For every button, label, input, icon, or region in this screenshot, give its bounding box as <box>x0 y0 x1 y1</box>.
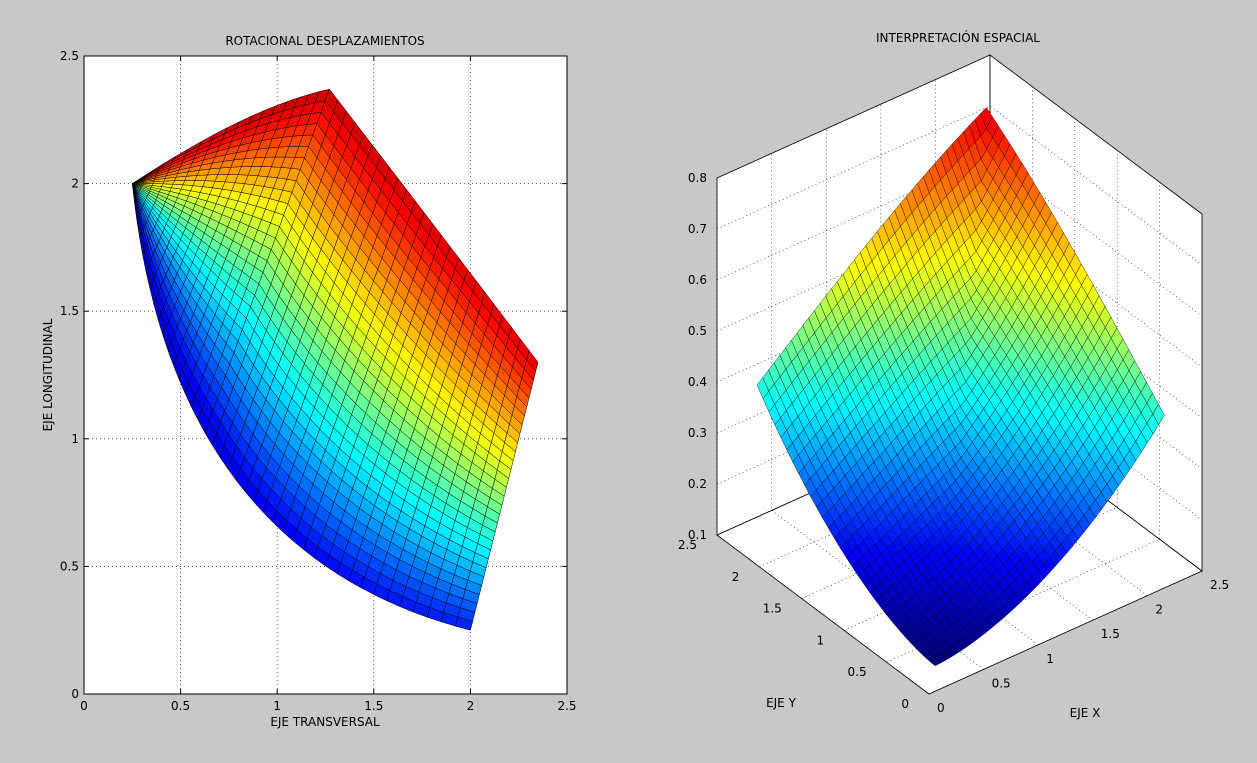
right-ztick-label: 0.4 <box>688 375 707 389</box>
right-ztick-label: 0.3 <box>688 426 707 440</box>
right-ztick-labels: 0.1 0.2 0.3 0.4 0.5 0.6 0.7 0.8 <box>688 171 707 542</box>
left-xtick-labels: 0 0.5 1 1.5 2 2.5 <box>80 699 576 713</box>
left-ylabel: EJE LONGITUDINAL <box>41 318 55 431</box>
left-mesh-cell <box>526 350 539 372</box>
left-ytick-label: 1.5 <box>60 304 79 318</box>
left-tick-marks <box>83 55 568 695</box>
left-ytick-label: 1 <box>71 432 79 446</box>
right-ztick-label: 0.1 <box>688 528 707 542</box>
right-grid-z <box>716 207 1203 368</box>
right-ztick-label: 0.8 <box>688 171 707 185</box>
left-xtick-label: 2.5 <box>557 699 576 713</box>
left-xtick-label: 0 <box>80 699 88 713</box>
right-ztick-label: 0.7 <box>688 222 707 236</box>
right-ytick-label: 0 <box>901 697 909 711</box>
right-surface-mesh <box>756 107 1165 667</box>
left-xtick-label: 0.5 <box>171 699 190 713</box>
left-ytick-label: 2 <box>71 177 79 191</box>
left-surface-mesh <box>132 88 539 631</box>
left-title: ROTACIONAL DESPLAZAMIENTOS <box>225 34 424 48</box>
left-xtick-label: 1 <box>273 699 281 713</box>
left-ytick-label: 0.5 <box>60 559 79 573</box>
right-xtick-label: 2.5 <box>1210 578 1229 592</box>
right-grid-z <box>716 54 1203 215</box>
right-ytick-label: 1.5 <box>763 602 782 616</box>
right-xtick-label: 0 <box>937 701 945 715</box>
right-xtick-label: 0.5 <box>992 676 1011 690</box>
left-ytick-label: 2.5 <box>60 49 79 63</box>
right-xlabel: EJE X <box>1070 706 1101 720</box>
right-mesh-cell <box>928 657 942 667</box>
right-ztick-label: 0.6 <box>688 273 707 287</box>
right-grid-z <box>716 156 1203 317</box>
right-grid-z <box>716 411 1203 572</box>
right-ytick-label: 2 <box>732 570 740 584</box>
right-ztick-label: 0.2 <box>688 477 707 491</box>
right-xtick-label: 1 <box>1046 652 1054 666</box>
right-ytick-labels: 0 0.5 1 1.5 2 2.5 <box>678 538 909 711</box>
left-ytick-labels: 0 0.5 1 1.5 2 2.5 <box>60 49 79 701</box>
right-ylabel: EJE Y <box>766 696 797 710</box>
left-xtick-label: 1.5 <box>364 699 383 713</box>
right-ytick-label: 0.5 <box>848 665 867 679</box>
right-ztick-label: 0.5 <box>688 324 707 338</box>
right-grid-z <box>716 105 1203 266</box>
right-ytick-label: 2.5 <box>678 538 697 552</box>
left-xlabel: EJE TRANSVERSAL <box>270 715 380 729</box>
right-xtick-label: 1.5 <box>1101 627 1120 641</box>
right-title: INTERPRETACIÓN ESPACIAL <box>876 30 1040 45</box>
left-ytick-label: 0 <box>71 687 79 701</box>
left-xtick-label: 2 <box>467 699 475 713</box>
spatial-interpretation-plot: 0.10.20.30.40.50.60.70.8 00.511.522.5 00… <box>678 30 1229 720</box>
right-xtick-label: 2 <box>1155 603 1163 617</box>
rotational-displacement-plot: 0 0.5 1 1.5 2 2.5 0 0.5 1 1.5 2 2.5 ROTACIONAL DES… <box>41 34 577 729</box>
right-ytick-label: 1 <box>817 633 825 647</box>
right-xtick-labels: 0 0.5 1 1.5 2 2.5 <box>937 578 1229 715</box>
